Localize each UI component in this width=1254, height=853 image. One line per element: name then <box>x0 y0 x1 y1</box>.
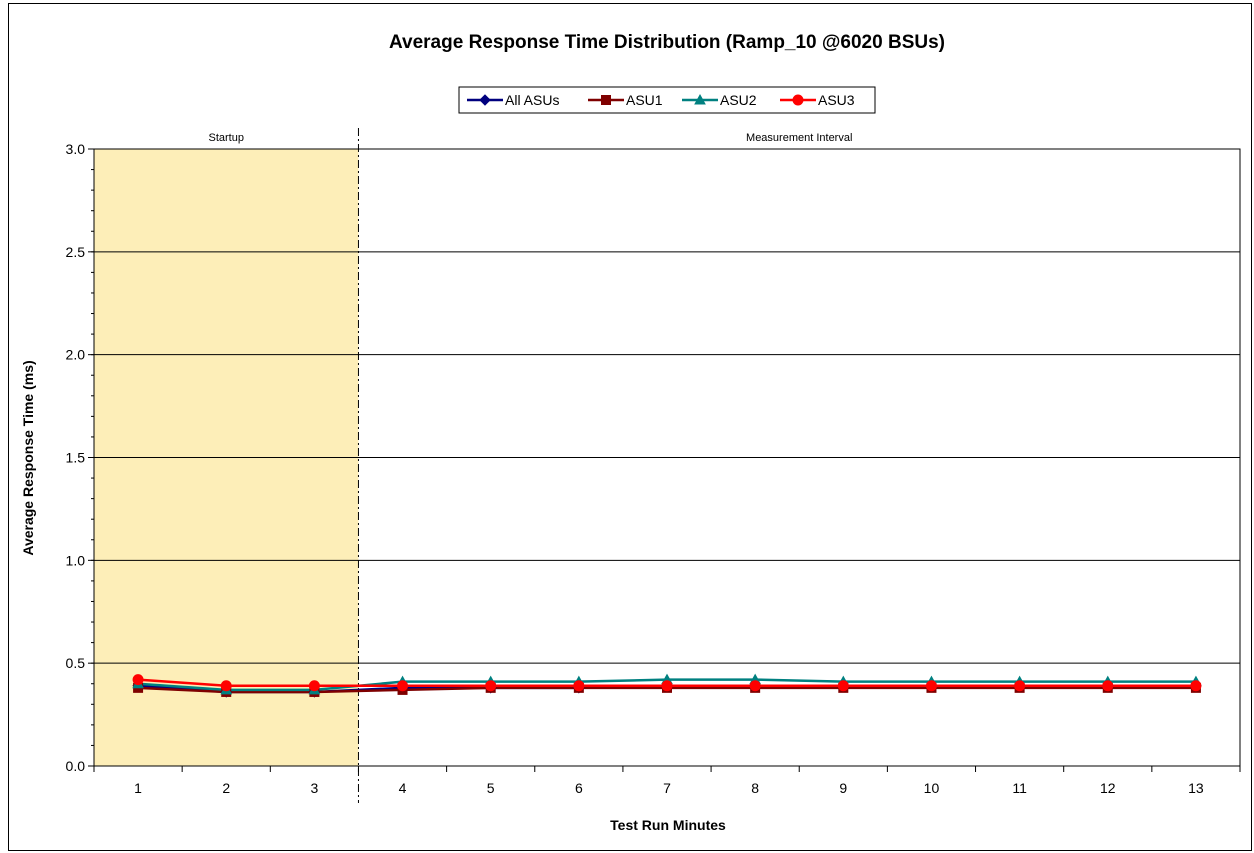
x-tick-label: 2 <box>222 780 230 796</box>
legend-label-all-asus: All ASUs <box>505 92 559 108</box>
x-tick-label: 1 <box>134 780 142 796</box>
legend-marker-asu1 <box>601 95 611 105</box>
data-point-asu3 <box>749 680 761 692</box>
y-tick-label: 2.0 <box>66 347 86 363</box>
data-point-asu3 <box>661 680 673 692</box>
x-tick-label: 8 <box>751 780 759 796</box>
measurement-interval-label: Measurement Interval <box>746 132 852 144</box>
startup-label: Startup <box>208 132 243 144</box>
legend-label-asu3: ASU3 <box>818 92 855 108</box>
y-tick-label: 1.0 <box>66 552 86 568</box>
data-point-asu3 <box>397 680 409 692</box>
legend-label-asu2: ASU2 <box>720 92 757 108</box>
x-tick-label: 13 <box>1188 780 1204 796</box>
legend-box <box>458 86 876 114</box>
data-point-asu3 <box>1190 680 1202 692</box>
x-tick-label: 3 <box>310 780 318 796</box>
x-tick-label: 7 <box>663 780 671 796</box>
data-point-asu3 <box>308 680 320 692</box>
legend-marker-all-asus <box>479 94 491 106</box>
x-tick-label: 10 <box>924 780 940 796</box>
data-point-asu3 <box>1014 680 1026 692</box>
y-tick-label: 0.0 <box>66 758 86 774</box>
data-point-asu3 <box>485 680 497 692</box>
x-tick-label: 6 <box>575 780 583 796</box>
x-tick-label: 9 <box>839 780 847 796</box>
y-tick-label: 1.5 <box>66 450 86 466</box>
data-point-asu3 <box>220 680 232 692</box>
data-point-asu3 <box>925 680 937 692</box>
y-tick-label: 2.5 <box>66 244 86 260</box>
legend-marker-asu3 <box>792 94 804 106</box>
legend-label-asu1: ASU1 <box>626 92 663 108</box>
x-tick-label: 5 <box>487 780 495 796</box>
y-axis-title: Average Response Time (ms) <box>20 360 36 555</box>
x-tick-label: 12 <box>1100 780 1116 796</box>
y-tick-label: 3.0 <box>66 141 86 157</box>
x-axis-title: Test Run Minutes <box>610 817 726 833</box>
data-point-asu3 <box>573 680 585 692</box>
x-tick-label: 11 <box>1012 780 1027 796</box>
x-tick-label: 4 <box>399 780 407 796</box>
legend-marker-asu2 <box>694 93 706 105</box>
y-tick-label: 0.5 <box>66 655 86 671</box>
data-point-asu3 <box>1102 680 1114 692</box>
data-point-asu3 <box>132 674 144 686</box>
chart-title: Average Response Time Distribution (Ramp… <box>389 32 945 53</box>
data-point-asu3 <box>837 680 849 692</box>
